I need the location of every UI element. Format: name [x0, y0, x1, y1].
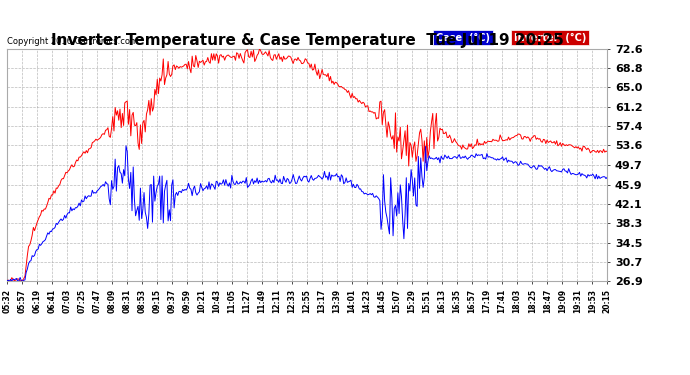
Text: Case  (°C): Case (°C): [436, 33, 490, 43]
Title: Inverter Temperature & Case Temperature  Tue Jul 19 20:25: Inverter Temperature & Case Temperature …: [50, 33, 564, 48]
Text: Copyright 2016 Cartronics.com: Copyright 2016 Cartronics.com: [7, 38, 138, 46]
Text: Inverter  (°C): Inverter (°C): [514, 33, 586, 43]
